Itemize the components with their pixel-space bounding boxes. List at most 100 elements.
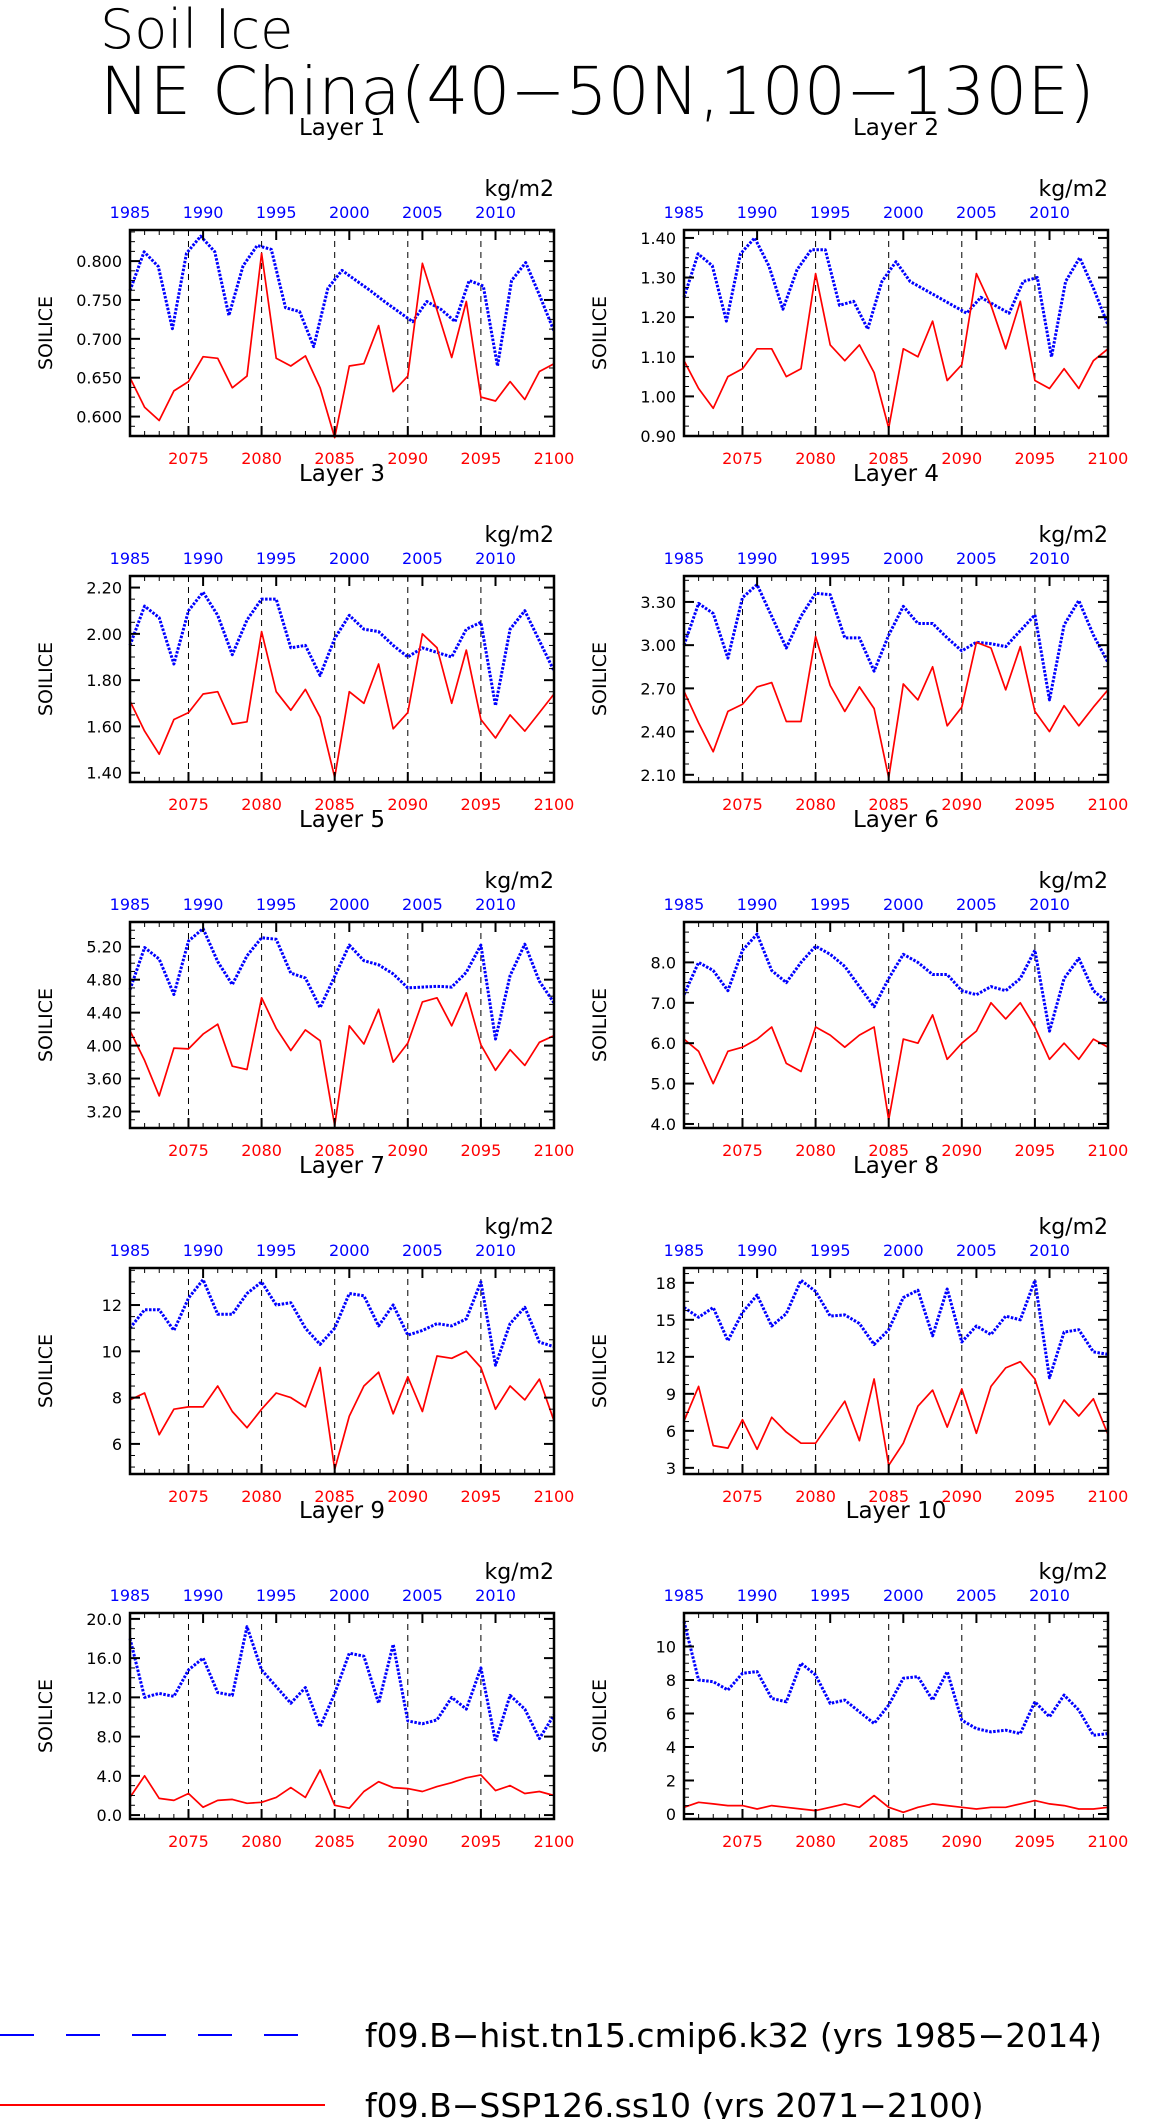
x-tick-label-top: 2005 bbox=[402, 895, 443, 914]
x-tick-label-top: 2000 bbox=[329, 1241, 370, 1260]
series-line-historical bbox=[682, 932, 1109, 1033]
x-tick-label-bottom: 2095 bbox=[461, 1487, 502, 1506]
x-tick-label-top: 1995 bbox=[810, 549, 851, 568]
x-tick-label-bottom: 2085 bbox=[868, 795, 909, 814]
x-tick-label-bottom: 2080 bbox=[795, 795, 836, 814]
x-tick-label-bottom: 2100 bbox=[534, 449, 575, 468]
x-tick-label-top: 2010 bbox=[475, 549, 516, 568]
x-tick-label-bottom: 2100 bbox=[534, 1832, 575, 1851]
panel-title: Layer 6 bbox=[853, 807, 939, 833]
x-tick-label-bottom: 2075 bbox=[168, 449, 209, 468]
x-tick-label-top: 2010 bbox=[1029, 549, 1070, 568]
x-tick-label-top: 1985 bbox=[664, 203, 705, 222]
figure-subtitle: NE China(40−50N,100−130E) bbox=[100, 53, 1095, 130]
x-tick-label-bottom: 2100 bbox=[1088, 449, 1129, 468]
units-label: kg/m2 bbox=[1038, 1560, 1108, 1585]
x-tick-label-top: 2005 bbox=[956, 1586, 997, 1605]
x-tick-label-bottom: 2075 bbox=[722, 795, 763, 814]
y-tick-label: 1.40 bbox=[86, 764, 122, 783]
x-tick-label-top: 1990 bbox=[737, 1241, 778, 1260]
x-tick-label-top: 2005 bbox=[956, 895, 997, 914]
x-tick-label-bottom: 2100 bbox=[1088, 1832, 1129, 1851]
x-tick-label-top: 1985 bbox=[110, 203, 151, 222]
plot-frame bbox=[128, 574, 556, 784]
legend-label-historical: f09.B−hist.tn15.cmip6.k32 (yrs 1985−2014… bbox=[365, 2016, 1102, 2055]
x-tick-label-top: 2000 bbox=[329, 1586, 370, 1605]
units-label: kg/m2 bbox=[484, 1560, 554, 1585]
y-tick-label: 12 bbox=[656, 1348, 676, 1367]
x-tick-label-top: 1985 bbox=[664, 1586, 705, 1605]
x-tick-label-top: 1990 bbox=[183, 1586, 224, 1605]
y-tick-label: 10 bbox=[102, 1342, 122, 1361]
x-tick-label-bottom: 2075 bbox=[168, 1487, 209, 1506]
chart-panel-2: 0.90 1.00 1.10 1.20 1.30 1.40 2075 2080 2085 2090… bbox=[589, 115, 1128, 468]
x-tick-label-bottom: 2080 bbox=[795, 1832, 836, 1851]
x-tick-label-top: 1995 bbox=[256, 203, 297, 222]
series-line-historical bbox=[683, 1278, 1109, 1380]
x-tick-label-top: 2010 bbox=[475, 1586, 516, 1605]
x-tick-label-bottom: 2095 bbox=[1015, 795, 1056, 814]
series-line-historical bbox=[682, 236, 1110, 359]
x-tick-label-bottom: 2095 bbox=[1015, 1832, 1056, 1851]
legend-label-future: f09.B−SSP126.ss10 (yrs 2071−2100) bbox=[365, 2086, 984, 2119]
y-tick-label: 5.20 bbox=[86, 938, 122, 957]
x-tick-label-top: 2000 bbox=[329, 203, 370, 222]
x-tick-label-bottom: 2090 bbox=[941, 449, 982, 468]
x-tick-label-top: 1985 bbox=[110, 1586, 151, 1605]
y-axis-label: SOILICE bbox=[35, 1679, 57, 1753]
x-tick-label-bottom: 2085 bbox=[868, 1487, 909, 1506]
chart-panel-4: 2.10 2.40 2.70 3.00 3.30 2075 2080 2085 2090 2095… bbox=[589, 461, 1128, 814]
x-tick-label-bottom: 2085 bbox=[868, 449, 909, 468]
x-tick-label-bottom: 2095 bbox=[461, 1832, 502, 1851]
y-tick-label: 1.80 bbox=[86, 671, 122, 690]
panel-title: Layer 9 bbox=[299, 1498, 385, 1524]
y-tick-label: 10 bbox=[656, 1637, 676, 1656]
y-axis-label: SOILICE bbox=[35, 296, 57, 370]
y-axis-label: SOILICE bbox=[35, 642, 57, 716]
x-tick-label-bottom: 2095 bbox=[461, 449, 502, 468]
x-tick-label-bottom: 2080 bbox=[241, 449, 282, 468]
plot-frame bbox=[682, 574, 1110, 784]
chart-panel-1: 0.600 0.650 0.700 0.750 0.800 2075 2080 2085 209… bbox=[35, 115, 574, 468]
x-tick-label-top: 1985 bbox=[110, 549, 151, 568]
x-tick-label-top: 2010 bbox=[1029, 895, 1070, 914]
y-tick-label: 0 bbox=[666, 1805, 676, 1824]
y-tick-label: 3.00 bbox=[640, 636, 676, 655]
y-tick-label: 6 bbox=[666, 1704, 676, 1723]
series-line-future bbox=[129, 630, 555, 779]
x-tick-label-top: 2010 bbox=[475, 203, 516, 222]
x-tick-label-bottom: 2085 bbox=[314, 795, 355, 814]
plot-frame bbox=[128, 920, 556, 1130]
x-tick-label-bottom: 2075 bbox=[168, 1832, 209, 1851]
y-tick-label: 1.60 bbox=[86, 717, 122, 736]
y-tick-label: 1.20 bbox=[640, 308, 676, 327]
x-tick-label-bottom: 2100 bbox=[1088, 1141, 1129, 1160]
y-tick-label: 8.0 bbox=[651, 953, 676, 972]
chart-panel-6: 4.0 5.0 6.0 7.0 8.0 2075 2080 2085 2090 2095 2100 1… bbox=[589, 807, 1128, 1160]
y-tick-label: 1.00 bbox=[640, 387, 676, 406]
panel-title: Layer 5 bbox=[299, 807, 385, 833]
y-tick-label: 12 bbox=[102, 1296, 122, 1315]
plot-frame bbox=[128, 1266, 556, 1476]
y-tick-label: 2.20 bbox=[86, 579, 122, 598]
units-label: kg/m2 bbox=[484, 1215, 554, 1240]
chart-panel-8: 3 6 9 12 15 18 2075 2080 2085 2090 2095 2100 1985 199… bbox=[589, 1153, 1128, 1506]
x-tick-label-bottom: 2100 bbox=[534, 1487, 575, 1506]
plot-frame bbox=[682, 1266, 1110, 1476]
x-tick-label-top: 2005 bbox=[402, 1241, 443, 1260]
y-axis-label: SOILICE bbox=[589, 296, 611, 370]
x-tick-label-top: 1985 bbox=[664, 549, 705, 568]
x-tick-label-top: 1995 bbox=[810, 895, 851, 914]
y-tick-label: 5.0 bbox=[651, 1075, 676, 1094]
y-tick-label: 20.0 bbox=[86, 1610, 122, 1629]
y-axis-label: SOILICE bbox=[35, 1334, 57, 1408]
x-tick-label-bottom: 2085 bbox=[314, 1141, 355, 1160]
x-tick-label-top: 2000 bbox=[883, 549, 924, 568]
y-tick-label: 6 bbox=[666, 1422, 676, 1441]
x-tick-label-top: 2000 bbox=[883, 895, 924, 914]
x-tick-label-bottom: 2100 bbox=[534, 1141, 575, 1160]
y-tick-label: 3.20 bbox=[86, 1103, 122, 1122]
x-tick-label-bottom: 2075 bbox=[722, 449, 763, 468]
x-tick-label-top: 2010 bbox=[475, 895, 516, 914]
